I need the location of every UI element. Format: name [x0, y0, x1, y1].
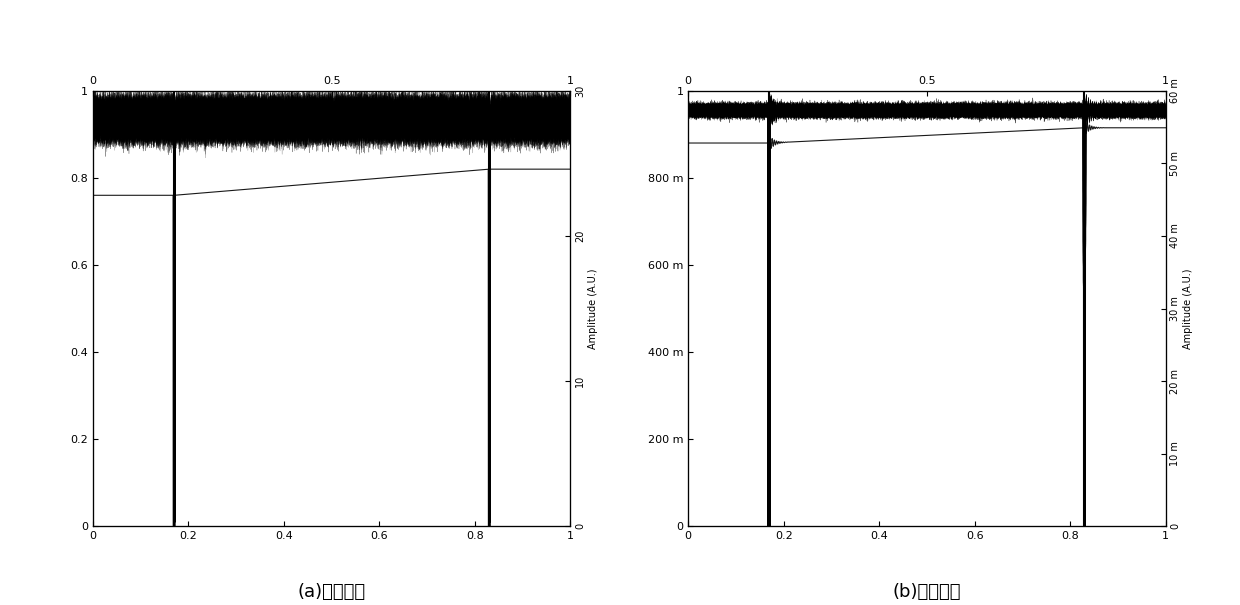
Y-axis label: Amplitude (A.U.): Amplitude (A.U.) [588, 268, 598, 349]
Text: (b)再生信号: (b)再生信号 [893, 583, 961, 601]
Text: (a)劣化信号: (a)劣化信号 [298, 583, 366, 601]
Y-axis label: Amplitude (A.U.): Amplitude (A.U.) [1183, 268, 1193, 349]
